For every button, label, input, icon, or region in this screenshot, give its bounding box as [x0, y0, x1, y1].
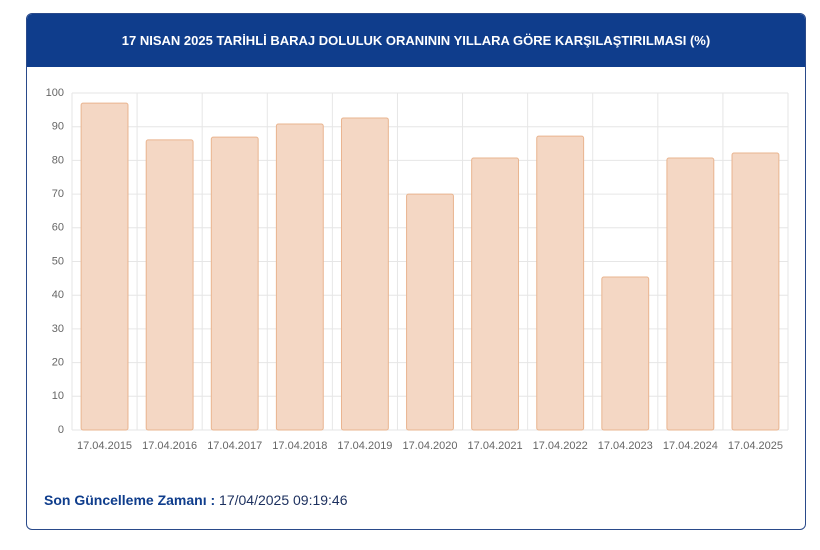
bar — [340, 117, 389, 431]
x-tick-label: 17.04.2023 — [598, 440, 653, 452]
bar — [275, 123, 324, 431]
bar — [210, 136, 259, 431]
footer-label: Son Güncelleme Zamanı : — [44, 492, 216, 508]
bar — [471, 157, 520, 431]
x-tick-label: 17.04.2020 — [402, 440, 457, 452]
footer: Son Güncelleme Zamanı : 17/04/2025 09:19… — [44, 492, 348, 508]
x-tick-label: 17.04.2017 — [207, 440, 262, 452]
x-tick-label: 17.04.2019 — [337, 440, 392, 452]
bar — [145, 139, 194, 431]
y-tick-label: 90 — [52, 121, 64, 133]
y-tick-label: 100 — [46, 87, 64, 99]
chart-title: 17 NISAN 2025 TARİHLİ BARAJ DOLULUK ORAN… — [27, 14, 805, 67]
y-tick-label: 0 — [58, 424, 64, 436]
x-tick-label: 17.04.2022 — [533, 440, 588, 452]
y-tick-label: 70 — [52, 188, 64, 200]
bar — [536, 135, 585, 431]
x-tick-label: 17.04.2024 — [663, 440, 718, 452]
bar — [601, 276, 650, 431]
y-tick-label: 10 — [52, 390, 64, 402]
x-tick-label: 17.04.2021 — [468, 440, 523, 452]
bar — [666, 157, 715, 431]
x-tick-label: 17.04.2018 — [272, 440, 327, 452]
y-tick-label: 20 — [52, 357, 64, 369]
footer-value: 17/04/2025 09:19:46 — [219, 492, 348, 508]
x-tick-label: 17.04.2016 — [142, 440, 197, 452]
y-tick-label: 60 — [52, 222, 64, 234]
y-tick-label: 40 — [52, 289, 64, 301]
y-tick-label: 80 — [52, 154, 64, 166]
bar — [406, 193, 454, 431]
x-tick-label: 17.04.2015 — [77, 440, 132, 452]
x-tick-label: 17.04.2025 — [728, 440, 783, 452]
bar — [80, 102, 129, 431]
bar — [731, 152, 780, 431]
y-tick-label: 30 — [52, 323, 64, 335]
y-tick-label: 50 — [52, 255, 64, 267]
